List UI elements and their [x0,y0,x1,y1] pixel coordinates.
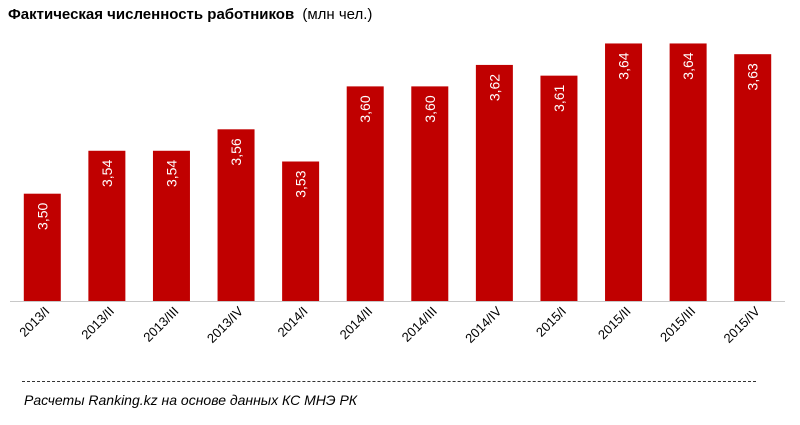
x-tick-label: 2015/III [657,304,698,345]
bar-value-label: 3,54 [99,160,115,187]
x-tick-label: 2014/I [275,304,311,340]
bar-value-label: 3,63 [745,63,761,90]
chart-title: Фактическая численность работников (млн … [8,6,372,23]
bar [217,129,255,301]
x-tick-label: 2014/II [337,304,376,343]
bar-value-label: 3,61 [551,84,567,111]
bar [282,161,320,301]
bar-value-label: 3,60 [357,95,373,122]
x-tick-label: 2014/III [399,304,440,345]
chart-unit: (млн чел.) [302,6,373,23]
bar-value-label: 3,53 [293,170,309,197]
bar [411,86,449,301]
bar-value-label: 3,56 [228,138,244,165]
bar-value-label: 3,64 [680,52,696,79]
bar [734,54,772,301]
bar [346,86,384,301]
bar-value-label: 3,62 [486,74,502,101]
x-tick-label: 2013/I [16,304,52,340]
bar [669,43,707,301]
bar [475,64,513,301]
bar-value-label: 3,54 [163,160,179,187]
x-tick-label: 2013/III [140,304,181,345]
x-tick-label: 2013/IV [204,303,247,346]
x-tick-label: 2015/IV [721,303,764,346]
bar-value-label: 3,60 [422,95,438,122]
bar-chart: 3,50 2013/I 3,54 2013/II 3,54 2013/III 3,56 201… [10,43,785,346]
bar [152,150,190,301]
bar [605,43,643,301]
bar [88,150,126,301]
x-tick-label: 2015/I [533,304,569,340]
dashed-separator [22,381,756,382]
bar-value-label: 3,50 [34,202,50,229]
x-tick-label: 2013/II [78,304,117,343]
bar [540,75,578,302]
chart-title-text: Фактическая численность работников [8,6,295,23]
source-note: Расчеты Ranking.kz на основе данных КС М… [24,392,358,408]
bar [23,193,61,301]
x-tick-label: 2015/II [595,304,634,343]
x-tick-label: 2014/IV [462,303,505,346]
bar-value-label: 3,64 [616,52,632,79]
